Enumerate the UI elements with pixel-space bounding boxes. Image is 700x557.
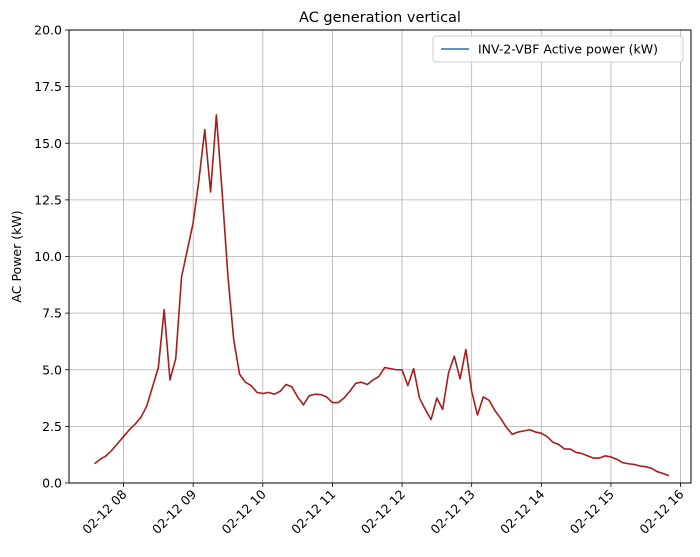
y-tick-label: 15.0 bbox=[34, 136, 62, 151]
y-tick-label: 0.0 bbox=[42, 476, 62, 491]
series-lines bbox=[94, 114, 670, 477]
grid-lines bbox=[69, 29, 691, 484]
y-tick-label: 5.0 bbox=[42, 362, 62, 377]
legend-box bbox=[432, 35, 684, 63]
y-tick-label: 10.0 bbox=[34, 249, 62, 264]
y-tick-label: 20.0 bbox=[34, 23, 62, 38]
legend-label: INV-2-VBF Active power (kW) bbox=[478, 42, 658, 57]
y-tick-label: 17.5 bbox=[34, 79, 62, 94]
chart-title: AC generation vertical bbox=[299, 10, 461, 26]
y-axis-label: AC Power (kW) bbox=[9, 210, 24, 302]
series-line-0 bbox=[94, 114, 670, 477]
y-tick-label: 7.5 bbox=[42, 306, 62, 321]
y-tick-label: 12.5 bbox=[34, 192, 62, 207]
y-tick-label: 2.5 bbox=[42, 419, 62, 434]
legend: INV-2-VBF Active power (kW) bbox=[432, 35, 684, 63]
y-axis-ticks: 0.0 2.5 5.0 7.5 10.0 12.5 15.0 17.5 20.0 bbox=[34, 23, 69, 491]
